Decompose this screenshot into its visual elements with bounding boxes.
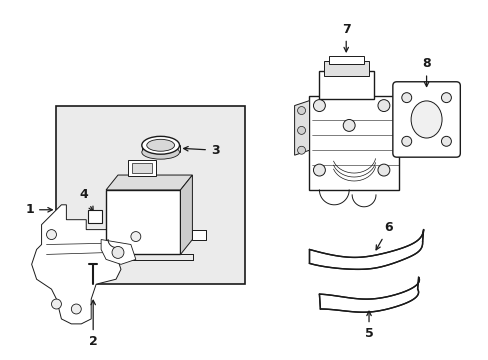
- Bar: [106, 190, 180, 255]
- Polygon shape: [32, 205, 155, 324]
- Bar: [132, 163, 151, 173]
- Text: 1: 1: [25, 203, 52, 216]
- Text: 2: 2: [89, 300, 97, 348]
- Bar: [309, 96, 398, 190]
- Text: 3: 3: [183, 144, 219, 157]
- Polygon shape: [180, 175, 192, 255]
- Circle shape: [441, 136, 450, 146]
- Bar: [88, 210, 102, 223]
- Circle shape: [377, 100, 389, 112]
- Ellipse shape: [142, 145, 179, 159]
- Text: 6: 6: [375, 221, 392, 250]
- Circle shape: [297, 126, 305, 134]
- Polygon shape: [319, 277, 419, 312]
- Bar: [328, 56, 364, 64]
- FancyBboxPatch shape: [392, 82, 459, 157]
- Circle shape: [297, 107, 305, 114]
- Circle shape: [441, 93, 450, 103]
- Circle shape: [46, 230, 56, 239]
- Bar: [324, 61, 368, 76]
- Circle shape: [71, 304, 81, 314]
- Circle shape: [112, 247, 123, 258]
- Bar: [421, 125, 428, 129]
- Bar: [319, 71, 373, 99]
- Ellipse shape: [142, 136, 179, 154]
- Bar: [192, 230, 206, 239]
- Circle shape: [343, 120, 354, 131]
- Bar: [411, 122, 423, 130]
- Text: 4: 4: [80, 188, 93, 211]
- Ellipse shape: [410, 101, 441, 138]
- Circle shape: [313, 100, 325, 112]
- Circle shape: [297, 146, 305, 154]
- Polygon shape: [106, 175, 192, 190]
- Text: 5: 5: [364, 311, 373, 340]
- Circle shape: [401, 136, 411, 146]
- Polygon shape: [309, 230, 423, 269]
- Circle shape: [131, 231, 141, 242]
- Text: 8: 8: [422, 57, 430, 86]
- Polygon shape: [294, 100, 309, 155]
- Text: 7: 7: [341, 23, 350, 52]
- Circle shape: [51, 299, 61, 309]
- Circle shape: [401, 93, 411, 103]
- Bar: [128, 160, 155, 176]
- Circle shape: [313, 164, 325, 176]
- Bar: [56, 105, 244, 284]
- Polygon shape: [101, 239, 136, 264]
- Circle shape: [377, 164, 389, 176]
- Ellipse shape: [146, 139, 174, 151]
- Polygon shape: [398, 105, 413, 150]
